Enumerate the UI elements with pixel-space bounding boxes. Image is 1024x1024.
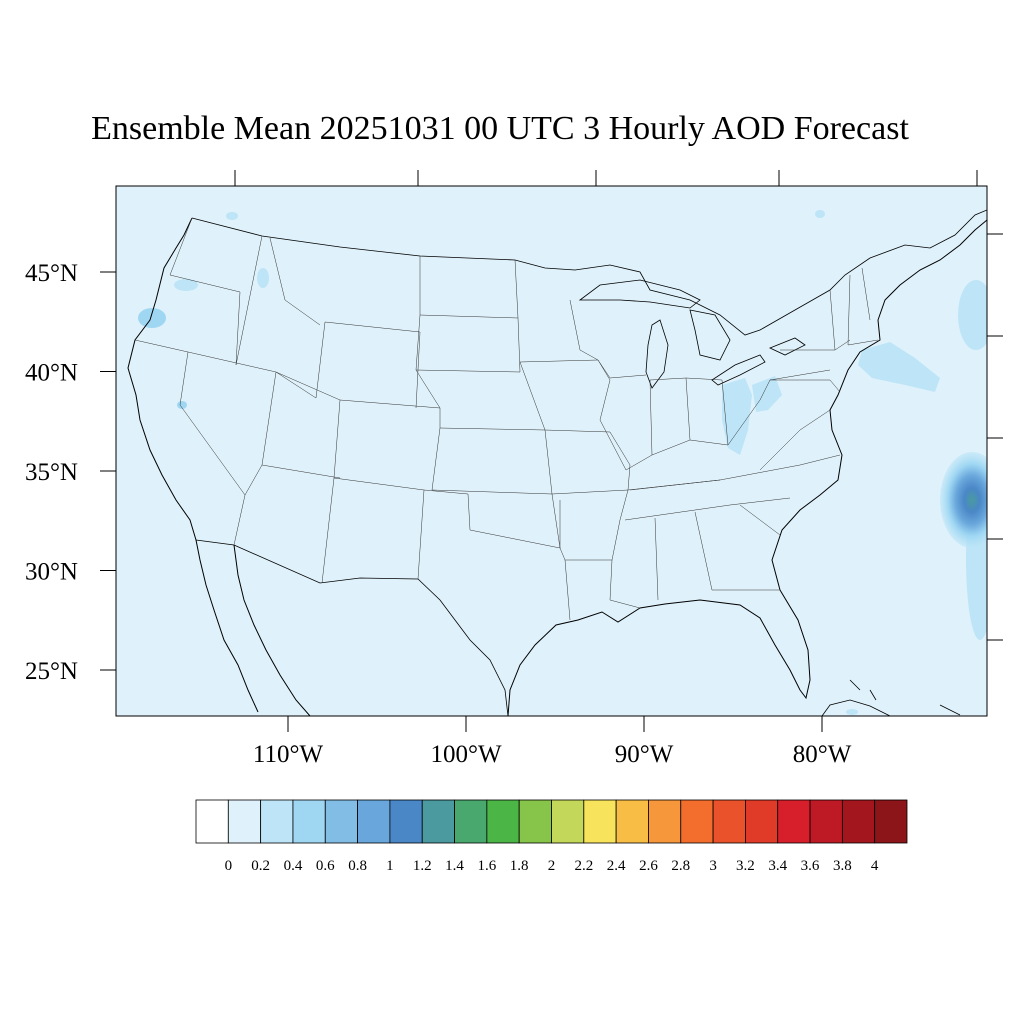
- bahamas-islands: [849, 679, 961, 716]
- colorbar-label: 2.8: [671, 858, 690, 874]
- lon-tick-label: 110°W: [253, 741, 324, 768]
- colorbar-label: 2.2: [574, 858, 593, 874]
- colorbar-swatch: [518, 799, 552, 844]
- map-lines: [127, 209, 987, 716]
- east-coastline: [771, 219, 987, 591]
- state-borders: [134, 217, 879, 621]
- colorbar-label: 0.8: [348, 858, 367, 874]
- colorbar: 0 0.2 0.4 0.6 0.8 1 1.2 1.4 1.6 1.8 2 2.2 2.4 2.6 2.8 3…: [195, 799, 908, 874]
- colorbar-swatch: [324, 799, 358, 844]
- colorbar-swatch: [195, 799, 229, 844]
- lat-tick-label: 40°N: [25, 360, 78, 387]
- colorbar-swatch: [712, 799, 746, 844]
- lon-tick-label: 100°W: [430, 741, 501, 768]
- map-panel: [115, 185, 988, 717]
- colorbar-swatch: [809, 799, 843, 844]
- west-coastline: [127, 217, 259, 713]
- colorbar-label: 0.4: [284, 858, 303, 874]
- aod-patch-pennsylvania: [752, 376, 782, 412]
- colorbar-swatch: [551, 799, 585, 844]
- gulf-coastline: [507, 589, 811, 716]
- colorbar-label: 2.6: [639, 858, 658, 874]
- colorbar-label: 1: [386, 858, 394, 874]
- lake-superior: [578, 279, 701, 309]
- aod-hotspot-atlantic: [940, 452, 987, 548]
- map-background: [116, 186, 987, 716]
- cuba-coast: [821, 699, 891, 716]
- lake-huron: [689, 309, 731, 361]
- lon-tick-label: 90°W: [615, 741, 674, 768]
- colorbar-label: 3.2: [736, 858, 755, 874]
- map-frame: [115, 185, 988, 717]
- aod-patch-atlantic-nj: [858, 342, 940, 392]
- colorbar-label: 3.6: [801, 858, 820, 874]
- colorbar-swatch: [357, 799, 391, 844]
- colorbar-swatch: [841, 799, 876, 844]
- colorbar-swatch: [648, 799, 682, 844]
- colorbar-label: 0.2: [251, 858, 270, 874]
- colorbar-label: 0: [225, 858, 233, 874]
- aod-field: [138, 210, 987, 715]
- colorbar-label: 1.2: [413, 858, 432, 874]
- aod-patch-bc: [226, 212, 238, 220]
- colorbar-swatch: [680, 799, 714, 844]
- colorbar-swatch: [745, 799, 779, 844]
- aod-patch-ohio: [722, 378, 752, 455]
- colorbar-swatch: [227, 799, 262, 844]
- colorbar-label: 3.4: [768, 858, 787, 874]
- colorbar-label: 1.8: [510, 858, 529, 874]
- lake-ontario: [768, 337, 806, 356]
- colorbar-label: 0.6: [316, 858, 335, 874]
- us-canada-border: [191, 209, 987, 336]
- aod-patch-ontario: [815, 210, 825, 218]
- lat-tick-label: 45°N: [25, 260, 78, 287]
- colorbar-label: 4: [871, 858, 879, 874]
- us-mexico-border: [195, 539, 509, 716]
- top-tick-marks: [234, 170, 978, 186]
- aod-patch-oregon: [138, 308, 166, 328]
- colorbar-swatch: [389, 799, 423, 844]
- colorbar-label: 3: [709, 858, 717, 874]
- aod-patch-washington: [174, 279, 198, 291]
- colorbar-swatch: [454, 799, 488, 844]
- colorbar-swatch: [260, 799, 294, 844]
- lat-axis: 45°N 40°N 35°N 30°N 25°N: [25, 260, 116, 685]
- colorbar-swatch: [874, 799, 908, 844]
- colorbar-swatch: [292, 799, 326, 844]
- colorbar-label: 2.4: [607, 858, 626, 874]
- aod-patch-idaho: [257, 268, 269, 288]
- colorbar-swatch: [486, 799, 520, 844]
- colorbar-swatch: [777, 799, 811, 844]
- right-tick-marks: [987, 233, 1003, 641]
- gulf-california-coast: [233, 544, 311, 716]
- aod-patch-atlantic-ne: [958, 280, 987, 350]
- colorbar-label: 3.8: [833, 858, 852, 874]
- lat-tick-label: 25°N: [25, 658, 78, 685]
- aod-patch-california: [177, 401, 187, 409]
- colorbar-label: 2: [548, 858, 556, 874]
- lon-axis: 110°W 100°W 90°W 80°W: [253, 716, 852, 768]
- lake-erie: [711, 354, 766, 386]
- lon-tick-label: 80°W: [793, 741, 852, 768]
- lake-michigan: [645, 319, 669, 389]
- aod-patch-bahamas: [846, 709, 858, 715]
- map-title: Ensemble Mean 20251031 00 UTC 3 Hourly A…: [91, 110, 909, 147]
- lat-tick-label: 30°N: [25, 559, 78, 586]
- colorbar-label: 1.4: [445, 858, 464, 874]
- colorbar-swatch: [615, 799, 649, 844]
- colorbar-label: 1.6: [477, 858, 496, 874]
- lat-tick-label: 35°N: [25, 459, 78, 486]
- colorbar-swatch: [421, 799, 455, 844]
- colorbar-swatch: [583, 799, 617, 844]
